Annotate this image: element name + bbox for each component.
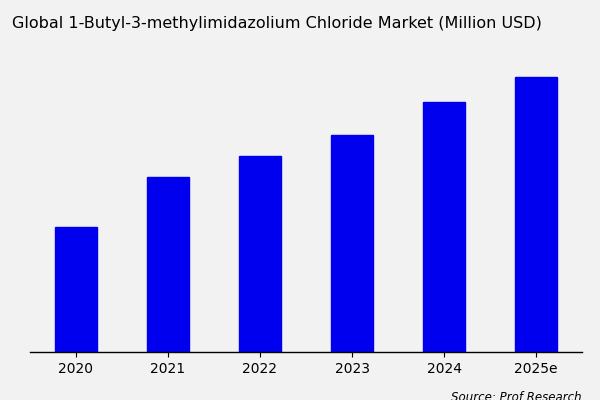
Bar bbox=[331, 135, 373, 352]
Bar bbox=[239, 156, 281, 352]
Text: Source: Prof Research: Source: Prof Research bbox=[451, 391, 582, 400]
Bar bbox=[147, 177, 188, 352]
Text: Global 1-Butyl-3-methylimidazolium Chloride Market (Million USD): Global 1-Butyl-3-methylimidazolium Chlor… bbox=[12, 16, 542, 31]
Bar bbox=[424, 102, 465, 352]
Bar bbox=[515, 77, 557, 352]
Bar bbox=[55, 227, 97, 352]
